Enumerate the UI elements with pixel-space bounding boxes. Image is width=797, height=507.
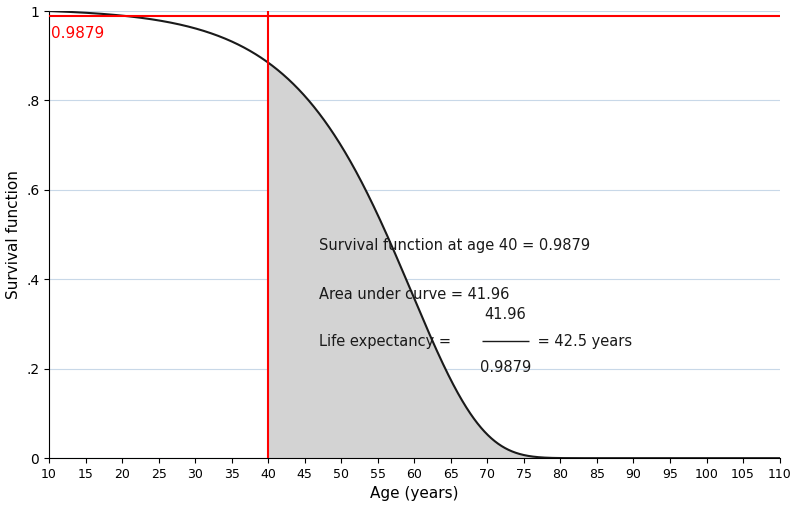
Y-axis label: Survival function: Survival function <box>6 170 21 299</box>
Text: 41.96: 41.96 <box>485 307 527 322</box>
Text: Survival function at age 40 = 0.9879: Survival function at age 40 = 0.9879 <box>320 238 591 254</box>
Text: 0.9879: 0.9879 <box>480 360 532 375</box>
Text: = 42.5 years: = 42.5 years <box>532 334 632 348</box>
Text: Area under curve = 41.96: Area under curve = 41.96 <box>320 287 510 303</box>
Text: Life expectancy =: Life expectancy = <box>320 334 456 348</box>
X-axis label: Age (years): Age (years) <box>370 486 458 501</box>
Text: 0.9879: 0.9879 <box>51 26 104 41</box>
